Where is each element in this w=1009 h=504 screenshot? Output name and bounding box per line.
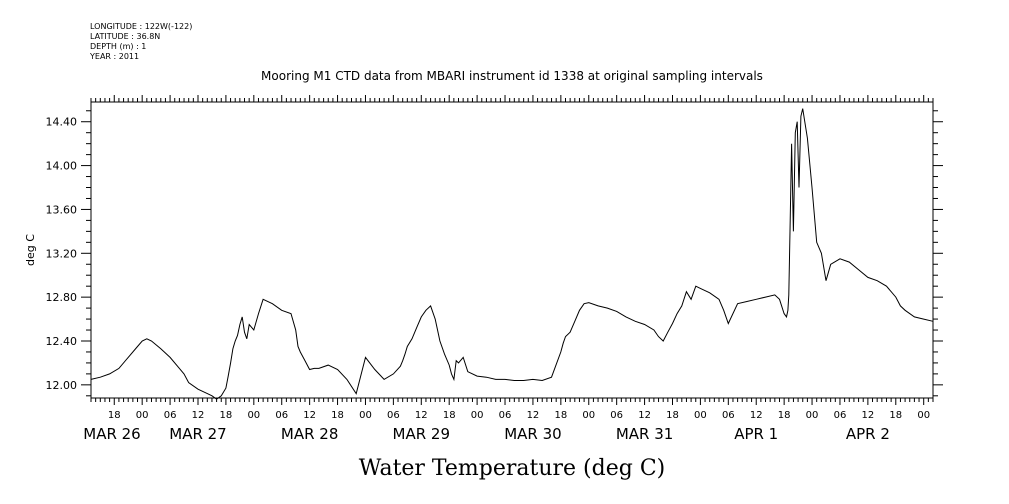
y-tick-label: 13.60: [46, 203, 78, 216]
x-hour-tick-label: 00: [806, 410, 819, 421]
x-hour-tick-label: 06: [722, 410, 735, 421]
metadata-year: YEAR : 2011: [90, 52, 140, 61]
x-hour-tick-label: 00: [694, 410, 707, 421]
x-hour-tick-label: 12: [415, 410, 428, 421]
x-hour-tick-label: 18: [554, 410, 567, 421]
x-day-label: APR 1: [734, 425, 778, 443]
metadata-latitude: LATITUDE : 36.8N: [90, 32, 161, 41]
x-hour-tick-label: 00: [471, 410, 484, 421]
x-hour-tick-label: 06: [834, 410, 847, 421]
series-line-water-temperature: [90, 108, 934, 400]
x-hour-tick-label: 06: [275, 410, 288, 421]
x-hour-tick-label: 12: [750, 410, 763, 421]
x-hour-tick-label: 00: [582, 410, 595, 421]
x-day-label: MAR 28: [281, 425, 338, 443]
chart-title: Mooring M1 CTD data from MBARI instrumen…: [261, 69, 763, 83]
x-hour-tick-label: 06: [499, 410, 512, 421]
x-hour-tick-label: 06: [387, 410, 400, 421]
x-hour-tick-label: 00: [359, 410, 372, 421]
x-hour-tick-label: 06: [164, 410, 177, 421]
x-hour-tick-label: 18: [443, 410, 456, 421]
x-hour-tick-label: 12: [527, 410, 540, 421]
x-axis-label: Water Temperature (deg C): [359, 456, 666, 481]
y-tick-label: 12.80: [46, 291, 78, 304]
x-hour-tick-label: 12: [192, 410, 205, 421]
x-hour-tick-label: 18: [889, 410, 902, 421]
x-hour-tick-label: 00: [136, 410, 149, 421]
x-hour-tick-label: 00: [917, 410, 930, 421]
x-hour-tick-label: 18: [220, 410, 233, 421]
x-day-label: APR 2: [846, 425, 890, 443]
x-hour-tick-label: 00: [247, 410, 260, 421]
y-tick-label: 14.00: [46, 160, 78, 173]
x-axis: 18 00 06 12 18 00 06 12 18 00 06 12 18 00 06 12 18 00 06 12…: [83, 95, 934, 443]
metadata-depth: DEPTH (m) : 1: [90, 42, 147, 51]
plot-frame: [90, 101, 934, 399]
x-hour-tick-label: 18: [331, 410, 344, 421]
y-tick-label: 12.40: [46, 335, 78, 348]
y-axis: 12.00 12.40 12.80 13.20 13.60 14.00 14.40: [46, 110, 943, 397]
x-hour-tick-label: 18: [108, 410, 121, 421]
x-hour-tick-label: 12: [303, 410, 316, 421]
metadata-longitude: LONGITUDE : 122W(-122): [90, 22, 193, 31]
x-day-label: MAR 30: [504, 425, 561, 443]
x-day-label: MAR 26: [83, 425, 140, 443]
x-hour-tick-label: 12: [862, 410, 875, 421]
x-day-label: MAR 27: [169, 425, 226, 443]
x-hour-tick-label: 06: [610, 410, 623, 421]
y-tick-label: 12.00: [46, 379, 78, 392]
x-hour-tick-label: 18: [666, 410, 679, 421]
x-hour-tick-label: 12: [638, 410, 651, 421]
x-day-label: MAR 29: [393, 425, 450, 443]
y-tick-label: 14.40: [46, 116, 78, 129]
x-day-label: MAR 31: [616, 425, 673, 443]
x-hour-tick-label: 18: [778, 410, 791, 421]
y-axis-label: deg C: [24, 234, 37, 266]
y-tick-label: 13.20: [46, 247, 78, 260]
metadata-block: LONGITUDE : 122W(-122) LATITUDE : 36.8N …: [90, 22, 192, 62]
